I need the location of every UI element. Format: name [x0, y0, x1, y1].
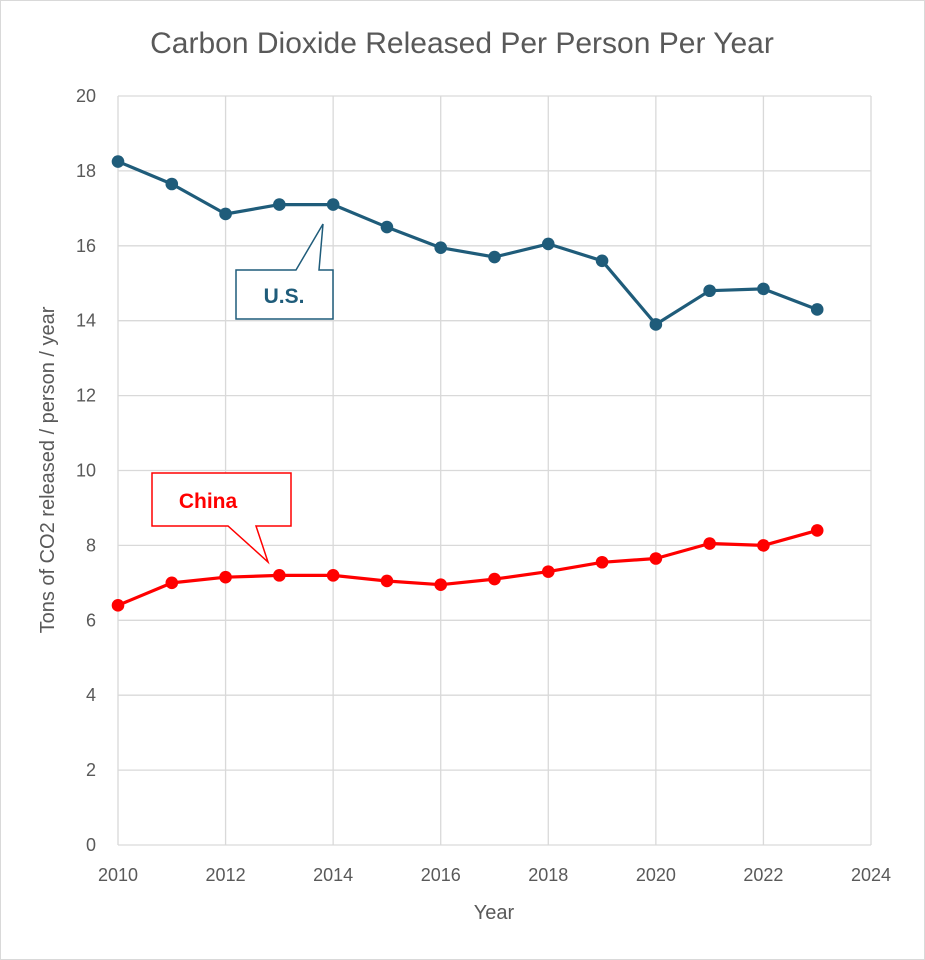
series-line-china	[116, 528, 819, 607]
data-point-u-s	[326, 198, 340, 211]
data-point-china	[165, 576, 179, 590]
data-point-china	[219, 570, 232, 584]
data-point-u-s	[595, 254, 609, 268]
data-point-u-s	[165, 177, 179, 191]
x-tick-label: 2016	[421, 865, 461, 885]
y-tick-label: 16	[76, 236, 96, 256]
data-point-china	[488, 572, 501, 586]
series-lines	[116, 159, 819, 607]
y-tick-label: 6	[86, 610, 96, 630]
series-line-u-s	[116, 159, 819, 326]
data-point-china	[380, 574, 394, 588]
y-tick-label: 20	[76, 86, 96, 106]
data-point-china	[273, 569, 286, 582]
y-tick-label: 4	[86, 685, 96, 705]
data-point-china	[326, 569, 340, 582]
tick-labels: 0 2 4 6 8 10 12 14 16 18 20 2010 2012 2014 2016 2018 202…	[76, 86, 891, 885]
y-tick-label: 10	[76, 461, 96, 481]
callout-us-box	[235, 223, 334, 320]
data-point-u-s	[541, 237, 555, 251]
x-tick-label: 2012	[206, 865, 246, 885]
y-tick-label: 18	[76, 161, 96, 181]
callout-china-label: China	[179, 490, 238, 513]
y-tick-label: 2	[86, 760, 96, 780]
data-point-china	[541, 565, 555, 578]
data-point-china	[703, 537, 716, 550]
x-tick-label: 2018	[528, 865, 568, 885]
x-tick-label: 2024	[851, 865, 891, 885]
callout-us-label: U.S.	[264, 285, 305, 308]
series-points	[111, 155, 824, 612]
data-point-u-s	[434, 241, 448, 254]
callout-china-box	[151, 472, 292, 565]
x-tick-label: 2020	[636, 865, 676, 885]
data-point-china	[757, 539, 770, 552]
gridlines	[117, 95, 872, 846]
y-tick-label: 12	[76, 386, 96, 406]
data-point-u-s	[488, 250, 501, 264]
y-axis-label: Tons of CO2 released / person / year	[37, 306, 59, 633]
data-point-u-s	[380, 220, 394, 234]
callout-us: U.S.	[235, 223, 334, 320]
x-tick-label: 2014	[313, 865, 353, 885]
data-point-u-s	[273, 198, 286, 211]
data-point-china	[649, 552, 663, 565]
data-point-u-s	[810, 303, 824, 316]
data-point-china	[810, 524, 824, 537]
data-point-u-s	[219, 207, 232, 221]
y-tick-label: 8	[86, 535, 96, 555]
data-point-u-s	[703, 284, 716, 298]
data-point-china	[111, 599, 125, 612]
y-tick-label: 0	[86, 835, 96, 855]
x-tick-label: 2022	[743, 865, 783, 885]
data-point-u-s	[757, 282, 770, 296]
data-point-china	[434, 578, 448, 592]
chart-title: Carbon Dioxide Released Per Person Per Y…	[150, 27, 774, 60]
y-tick-label: 14	[76, 311, 96, 331]
x-tick-label: 2010	[98, 865, 138, 885]
x-axis-label: Year	[474, 902, 515, 924]
data-point-u-s	[649, 318, 663, 331]
callout-china: China	[151, 472, 292, 565]
data-point-u-s	[111, 155, 125, 168]
data-point-china	[595, 555, 609, 569]
